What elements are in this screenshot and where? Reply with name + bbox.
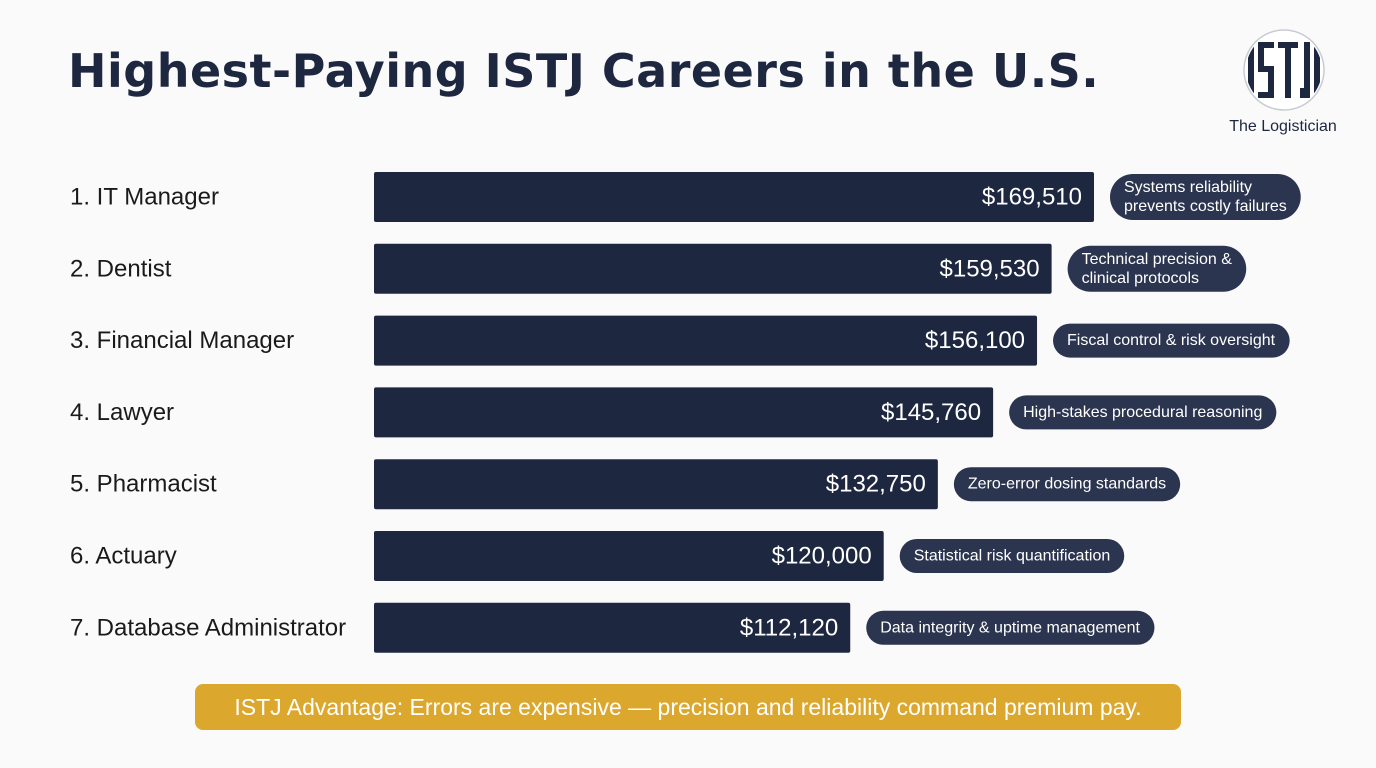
value-label: $156,100 xyxy=(925,327,1025,354)
value-label: $132,750 xyxy=(826,471,926,498)
category-label: 1. IT Manager xyxy=(70,184,219,211)
annotation-line: Zero-error dosing standards xyxy=(968,476,1166,493)
footer-banner: ISTJ Advantage: Errors are expensive — p… xyxy=(195,684,1181,730)
category-label: 2. Dentist xyxy=(70,255,172,282)
annotation-pill-bg xyxy=(1053,323,1290,358)
annotation-pill: Fiscal control & risk oversight xyxy=(1053,323,1290,358)
annotation-pill-bg xyxy=(953,467,1181,502)
annotation-text: Data integrity & uptime management xyxy=(880,619,1140,636)
bar xyxy=(374,315,1038,366)
value-label: $159,530 xyxy=(940,255,1040,282)
value-label: $169,510 xyxy=(982,184,1082,211)
category-label: 3. Financial Manager xyxy=(70,327,294,354)
category-label: 7. Database Administrator xyxy=(70,614,346,641)
annotation-line: Technical precision & xyxy=(1082,251,1233,268)
bar xyxy=(374,459,938,510)
bar xyxy=(374,243,1052,294)
bar xyxy=(374,602,851,653)
annotation-pill: Systems reliability prevents costly failu… xyxy=(1110,174,1301,220)
annotation-pill-bg xyxy=(1009,395,1277,430)
annotation-pill: Statistical risk quantification xyxy=(899,539,1125,573)
value-label: $120,000 xyxy=(772,543,872,570)
annotation-text: Systems reliability prevents costly failu… xyxy=(1124,179,1287,215)
page-title: Highest-Paying ISTJ Careers in the U.S. xyxy=(68,44,1100,98)
value-label: $112,120 xyxy=(740,614,838,641)
annotation-pill-bg xyxy=(1067,245,1247,292)
category-label: 5. Pharmacist xyxy=(70,471,217,498)
annotation-pill-bg xyxy=(1110,174,1301,220)
bar xyxy=(374,387,994,438)
annotation-line: prevents costly failures xyxy=(1124,198,1287,215)
annotation-text: Fiscal control & risk oversight xyxy=(1067,332,1276,349)
annotation-text: Zero-error dosing standards xyxy=(968,476,1166,493)
annotation-line: clinical protocols xyxy=(1082,270,1199,287)
annotation-pill: Technical precision & clinical protocols xyxy=(1067,245,1247,292)
annotation-line: Data integrity & uptime management xyxy=(880,619,1140,636)
annotation-line: Statistical risk quantification xyxy=(914,548,1111,565)
annotation-text: High-stakes procedural reasoning xyxy=(1023,404,1262,421)
annotation-text: Technical precision & clinical protocols xyxy=(1082,251,1233,287)
annotation-pill: Zero-error dosing standards xyxy=(953,467,1181,502)
category-label: 6. Actuary xyxy=(70,543,177,570)
brand-name: The Logistician xyxy=(1229,118,1337,135)
bar xyxy=(374,172,1094,222)
annotation-line: Systems reliability xyxy=(1124,179,1252,196)
istj-monogram-icon xyxy=(1243,29,1325,111)
annotation-pill-bg xyxy=(899,539,1125,573)
brand-block: The Logistician xyxy=(1216,28,1350,140)
value-label: $145,760 xyxy=(881,399,981,426)
annotation-line: Fiscal control & risk oversight xyxy=(1067,332,1276,349)
annotation-text: Statistical risk quantification xyxy=(914,548,1111,565)
annotation-pill: Data integrity & uptime management xyxy=(866,610,1155,645)
footer-text: ISTJ Advantage: Errors are expensive — p… xyxy=(234,693,1142,720)
annotation-line: High-stakes procedural reasoning xyxy=(1023,404,1262,421)
salary-bar-chart: 1. IT Manager $169,510 Systems reliability… xyxy=(70,172,1301,653)
annotation-pill: High-stakes procedural reasoning xyxy=(1009,395,1277,430)
bar xyxy=(374,531,884,581)
annotation-pill-bg xyxy=(866,610,1155,645)
category-label: 4. Lawyer xyxy=(70,399,174,426)
